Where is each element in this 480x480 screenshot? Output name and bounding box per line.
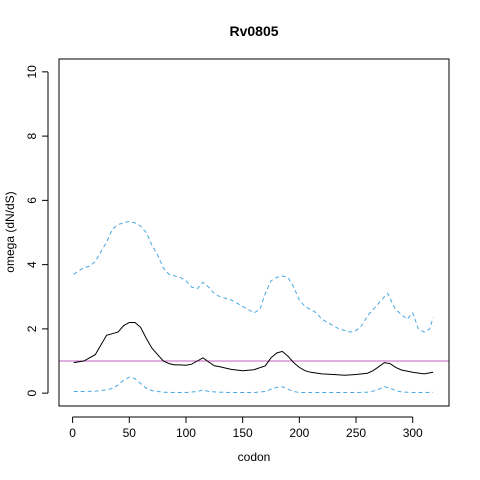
plot-frame xyxy=(58,58,450,407)
y-axis-label: omega (dN/dS) xyxy=(3,191,17,272)
y-tick-label: 0 xyxy=(25,389,39,396)
x-axis-label: codon xyxy=(238,450,271,464)
y-tick-label: 8 xyxy=(25,132,39,139)
chart-title: Rv0805 xyxy=(229,23,278,39)
y-tick-label: 4 xyxy=(25,261,39,268)
x-tick-label: 100 xyxy=(176,426,196,440)
x-tick-label: 0 xyxy=(69,426,76,440)
y-tick-label: 10 xyxy=(25,65,39,79)
plot-area xyxy=(59,220,449,393)
y-tick-label: 2 xyxy=(25,325,39,332)
x-tick-label: 250 xyxy=(346,426,366,440)
y-tick-label: 6 xyxy=(25,197,39,204)
x-tick-label: 300 xyxy=(403,426,423,440)
x-tick-label: 50 xyxy=(123,426,137,440)
x-tick-label: 150 xyxy=(233,426,253,440)
x-tick-label: 200 xyxy=(289,426,309,440)
series-line-1 xyxy=(73,220,434,333)
series-line-0 xyxy=(73,322,434,376)
